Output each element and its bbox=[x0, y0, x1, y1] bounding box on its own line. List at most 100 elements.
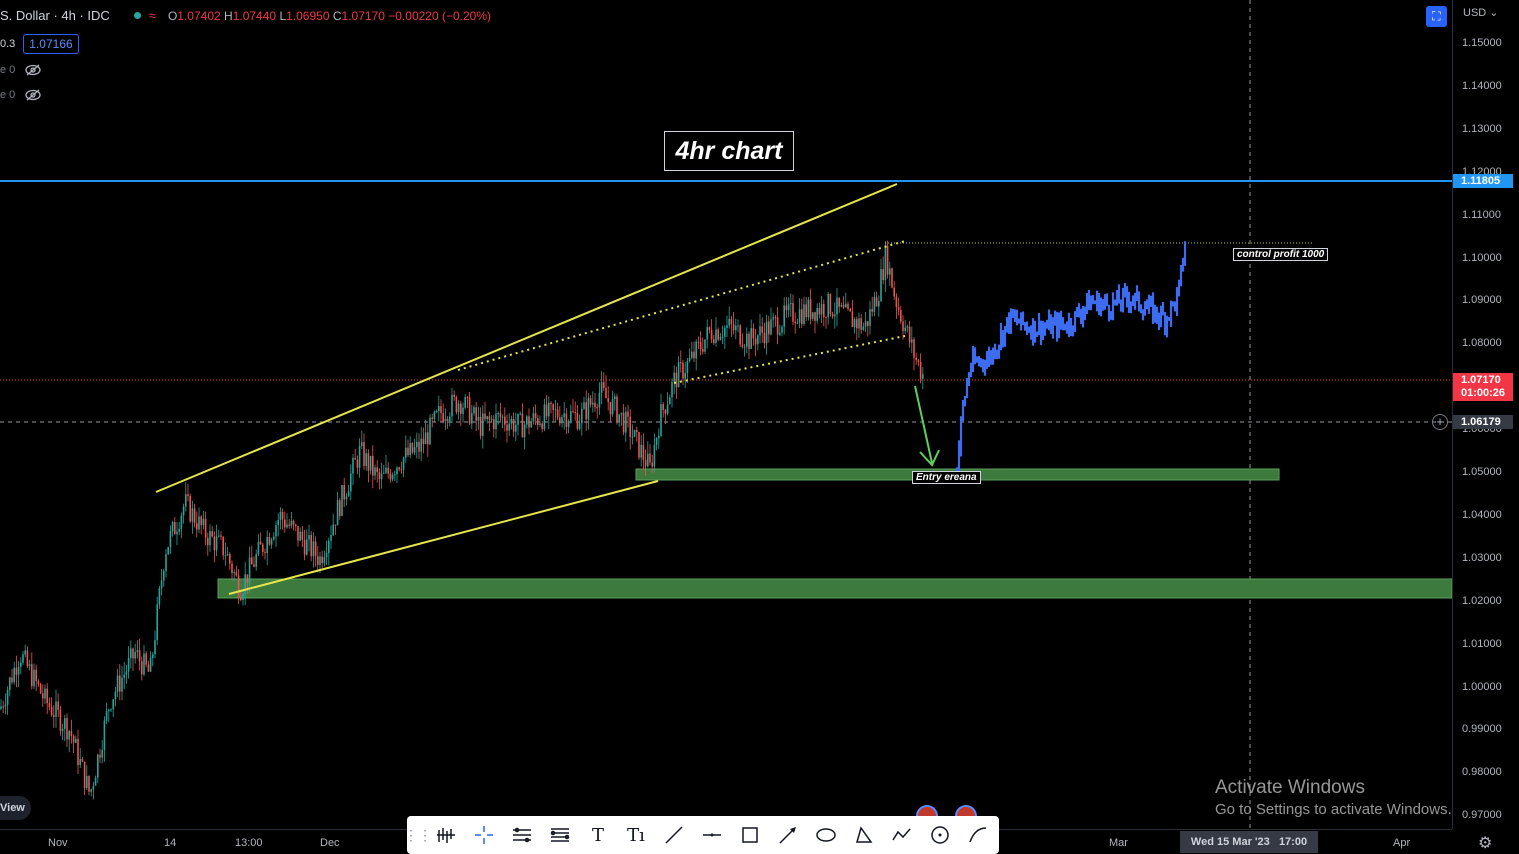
arrow-icon[interactable] bbox=[773, 820, 803, 850]
candle-body bbox=[750, 328, 752, 349]
candle-body bbox=[655, 438, 658, 445]
avatar-icon[interactable] bbox=[916, 805, 938, 817]
down-arrow-shaft[interactable] bbox=[914, 385, 933, 464]
channel-lower-dotted[interactable] bbox=[673, 335, 906, 384]
view-button[interactable]: View bbox=[0, 796, 31, 820]
price-axis[interactable] bbox=[1452, 0, 1519, 829]
candle-body bbox=[79, 759, 81, 766]
candle-body bbox=[543, 404, 546, 429]
candle-body bbox=[299, 531, 301, 541]
candle-body bbox=[761, 326, 763, 333]
candle-body bbox=[422, 438, 425, 445]
hidden-eye-icon[interactable] bbox=[25, 64, 41, 76]
channel-upper-dotted[interactable] bbox=[457, 240, 906, 371]
entry-note[interactable]: Entry ereana bbox=[912, 471, 981, 484]
candle-body bbox=[321, 556, 323, 564]
avatar-icon[interactable] bbox=[955, 805, 977, 817]
candle-body bbox=[251, 557, 253, 565]
candle-body bbox=[13, 667, 15, 683]
candle-body bbox=[886, 246, 889, 275]
candle-body bbox=[486, 416, 488, 420]
candle-body bbox=[460, 403, 462, 414]
candle-body bbox=[248, 557, 251, 584]
candle-body bbox=[473, 407, 475, 414]
candle-body bbox=[189, 496, 191, 522]
candle-body bbox=[218, 535, 220, 537]
candle-body bbox=[385, 467, 387, 473]
rectangle-icon[interactable] bbox=[735, 820, 765, 850]
ellipse-icon[interactable] bbox=[811, 820, 841, 850]
candle-body bbox=[660, 404, 662, 436]
candle-body bbox=[563, 413, 565, 418]
curve-icon[interactable] bbox=[963, 820, 993, 850]
candle-body bbox=[677, 362, 680, 388]
candle-body bbox=[229, 553, 231, 564]
candle-body bbox=[20, 662, 22, 667]
circle-icon[interactable] bbox=[925, 820, 955, 850]
candle-body bbox=[497, 413, 499, 415]
candle-body bbox=[598, 392, 601, 408]
candle-body bbox=[284, 519, 286, 528]
support-zone[interactable] bbox=[217, 578, 1453, 599]
candle-body bbox=[253, 564, 255, 567]
drag-handle-icon[interactable]: ⋮⋮ bbox=[404, 826, 432, 843]
candle-body bbox=[290, 520, 293, 526]
path-icon[interactable] bbox=[887, 820, 917, 850]
candle-body bbox=[911, 339, 913, 343]
trendlines-icon[interactable] bbox=[507, 820, 537, 850]
candle-body bbox=[823, 303, 825, 318]
candle-body bbox=[875, 297, 878, 307]
text-note-icon[interactable]: Tı bbox=[627, 824, 645, 846]
candle-body bbox=[350, 473, 352, 492]
resistance-price-label: 1.11805 bbox=[1453, 174, 1513, 188]
bars-icon[interactable] bbox=[431, 820, 461, 850]
triangle-icon[interactable] bbox=[849, 820, 879, 850]
crosshair-icon[interactable] bbox=[469, 820, 499, 850]
candle-body bbox=[506, 424, 508, 431]
fib-icon[interactable] bbox=[545, 820, 575, 850]
candle-body bbox=[682, 362, 684, 379]
candle-body bbox=[611, 398, 614, 415]
current-price-badge[interactable]: 1.07166 bbox=[23, 34, 79, 54]
settings-gear-icon[interactable]: ⚙ bbox=[1478, 835, 1493, 852]
expand-icon[interactable]: ⛶ bbox=[1426, 6, 1447, 27]
candle-body bbox=[191, 508, 194, 522]
chart-title-annotation[interactable]: 4hr chart bbox=[664, 131, 794, 171]
candle-body bbox=[22, 654, 24, 663]
currency-dropdown[interactable]: USD ⌄ bbox=[1463, 7, 1499, 19]
symbol-title[interactable]: S. Dollar · 4h · IDC bbox=[0, 8, 110, 23]
horizontal-line-icon[interactable] bbox=[697, 820, 727, 850]
candle-body bbox=[427, 432, 429, 445]
candle-body bbox=[785, 305, 788, 311]
control-profit-note[interactable]: control profit 1000 bbox=[1233, 248, 1329, 261]
candle-body bbox=[409, 443, 411, 455]
line-icon[interactable] bbox=[659, 820, 689, 850]
indicator-row-2[interactable]: e 0 bbox=[0, 89, 41, 101]
candle-body bbox=[567, 421, 570, 427]
add-alert-icon[interactable]: + bbox=[1432, 414, 1448, 430]
text-icon[interactable]: T bbox=[591, 824, 604, 846]
hidden-eye-icon[interactable] bbox=[25, 89, 41, 101]
candle-countdown: 01:00:26 bbox=[1461, 387, 1506, 399]
candle-body bbox=[207, 537, 209, 546]
candle-body bbox=[776, 317, 779, 335]
candle-body bbox=[138, 650, 141, 662]
lower-trendline[interactable] bbox=[228, 480, 659, 595]
indicator-row-1[interactable]: e 0 bbox=[0, 64, 41, 76]
candle-body bbox=[893, 287, 895, 297]
upper-trendline[interactable] bbox=[155, 183, 898, 493]
candle-body bbox=[482, 413, 484, 436]
candle-body bbox=[328, 540, 330, 554]
last-price-label: 1.07170 01:00:26 bbox=[1453, 373, 1513, 401]
candle-body bbox=[149, 657, 152, 672]
candle-body bbox=[246, 574, 249, 584]
candle-body bbox=[757, 335, 759, 345]
candle-body bbox=[26, 650, 29, 666]
activate-windows-title: Activate Windows bbox=[1215, 777, 1365, 798]
candle-body bbox=[61, 728, 64, 732]
candle-body bbox=[394, 474, 396, 476]
candle-body bbox=[550, 402, 552, 405]
candle-body bbox=[121, 677, 123, 692]
candle-body bbox=[356, 459, 359, 468]
